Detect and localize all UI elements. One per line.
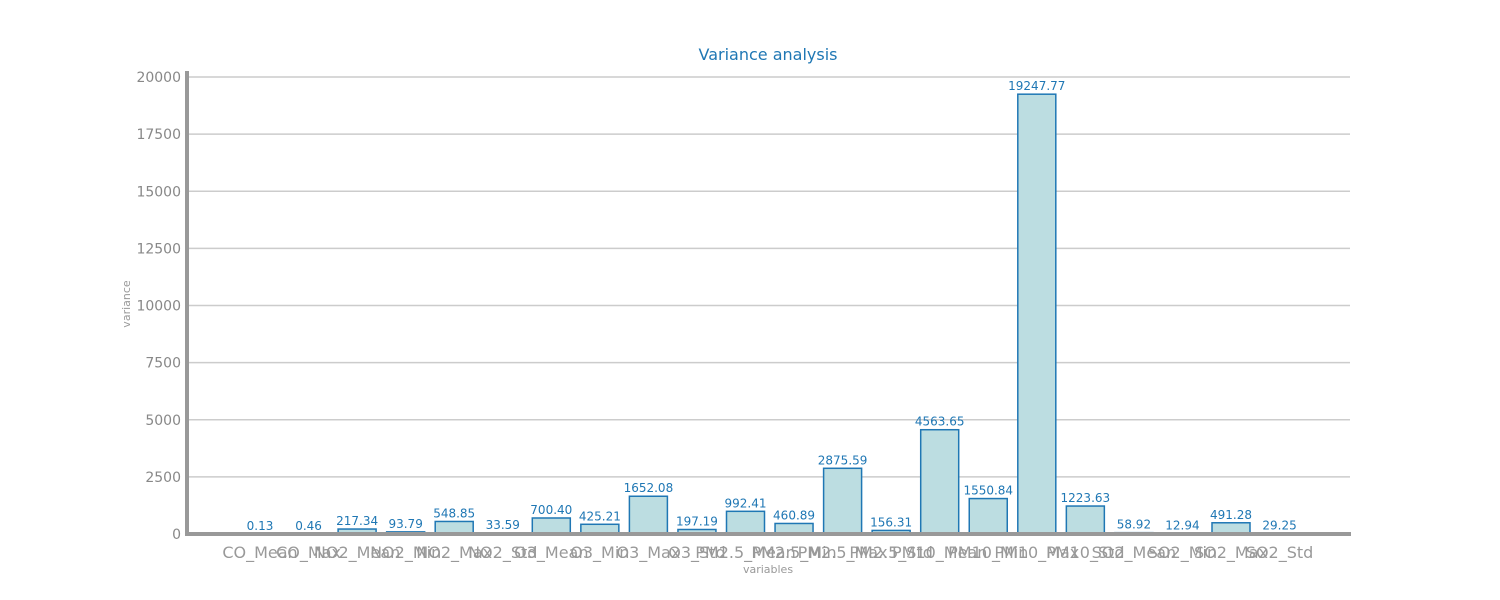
data-label: 197.19 bbox=[676, 514, 718, 528]
y-tick-label: 10000 bbox=[136, 299, 181, 315]
data-label: 4563.65 bbox=[915, 415, 965, 429]
x-tick-label: SO2_Std bbox=[1246, 543, 1314, 563]
x-tick-label: SO2_Min bbox=[1148, 543, 1217, 563]
y-tick-label: 0 bbox=[172, 527, 181, 543]
x-tick-label: SO2_Max bbox=[1194, 543, 1268, 563]
bar bbox=[628, 495, 669, 535]
x-tick-label: O3_Max bbox=[616, 543, 680, 563]
data-label: 1550.84 bbox=[963, 484, 1013, 498]
data-label: 12.94 bbox=[1165, 519, 1199, 533]
x-tick-labels: CO_MeanCO_MaxNO2_MeanNO2_MinNO2_MaxNO2_S… bbox=[222, 543, 1313, 563]
x-tick-label: NO2_Min bbox=[370, 543, 441, 563]
axes bbox=[185, 71, 1351, 536]
data-label: 33.59 bbox=[486, 518, 520, 532]
chart-title: Variance analysis bbox=[699, 45, 838, 64]
x-tick-label: CO_Max bbox=[276, 543, 341, 563]
x-tick-label: O3_Std bbox=[668, 543, 725, 563]
data-label: 1223.63 bbox=[1061, 491, 1111, 505]
data-label: 0.46 bbox=[295, 519, 322, 533]
y-tick-label: 12500 bbox=[136, 241, 181, 257]
data-label: 425.21 bbox=[579, 509, 621, 523]
x-tick-label: PM2.5_Std bbox=[849, 543, 932, 563]
bar bbox=[919, 428, 960, 535]
data-label: 548.85 bbox=[433, 506, 475, 520]
data-label: 29.25 bbox=[1262, 518, 1296, 532]
x-tick-label: O3_Mean bbox=[514, 543, 588, 563]
x-tick-label: PM10_Std bbox=[1046, 543, 1124, 563]
x-tick-label: NO2_Mean bbox=[314, 543, 400, 563]
bars bbox=[240, 93, 1300, 535]
x-tick-label: PM10_Max bbox=[994, 543, 1079, 563]
bar bbox=[531, 517, 572, 535]
y-tick-label: 2500 bbox=[145, 470, 181, 486]
x-tick-label: PM10_Mean bbox=[892, 543, 987, 563]
data-label: 2875.59 bbox=[818, 453, 868, 467]
y-tick-label: 7500 bbox=[145, 356, 181, 372]
x-axis-label: variables bbox=[743, 563, 793, 576]
x-tick-label: SO2_Mean bbox=[1092, 543, 1177, 563]
data-label: 491.28 bbox=[1210, 508, 1252, 522]
x-tick-label: CO_Mean bbox=[222, 543, 297, 563]
y-tick-label: 15000 bbox=[136, 184, 181, 200]
data-label: 19247.77 bbox=[1008, 79, 1065, 93]
bar bbox=[725, 510, 766, 535]
y-tick-label: 5000 bbox=[145, 413, 181, 429]
data-label: 1652.08 bbox=[624, 481, 674, 495]
x-tick-label: NO2_Max bbox=[416, 543, 492, 563]
bar bbox=[822, 467, 863, 535]
y-axis-label: variance bbox=[120, 280, 133, 328]
data-label: 58.92 bbox=[1117, 518, 1151, 532]
x-tick-label: PM10_Min bbox=[948, 543, 1028, 563]
data-label: 992.41 bbox=[725, 496, 767, 510]
data-label: 217.34 bbox=[336, 514, 378, 528]
y-tick-label: 17500 bbox=[136, 127, 181, 143]
x-tick-label: NO2_Std bbox=[468, 543, 537, 563]
data-label: 460.89 bbox=[773, 508, 815, 522]
data-label: 0.13 bbox=[247, 519, 274, 533]
y-tick-label: 20000 bbox=[136, 70, 181, 86]
bar bbox=[968, 497, 1008, 535]
x-tick-label: PM2.5_Max bbox=[798, 543, 888, 563]
x-tick-label: O3_Min bbox=[570, 543, 629, 563]
bar bbox=[1017, 93, 1057, 535]
data-label: 700.40 bbox=[530, 503, 572, 517]
grid bbox=[187, 76, 1350, 478]
x-tick-label: PM2.5_Mean bbox=[695, 543, 796, 563]
bar bbox=[1065, 505, 1106, 535]
x-tick-label: PM2.5_Min bbox=[751, 543, 836, 563]
data-labels: 0.13 0.46 217.34 93.79 548.85 33.59 700.40 425.… bbox=[247, 79, 1297, 533]
data-label: 93.79 bbox=[388, 517, 422, 531]
data-label: 156.31 bbox=[870, 515, 912, 529]
y-tick-labels: 0 2500 5000 7500 10000 12500 15000 17500 20000 bbox=[136, 70, 181, 543]
